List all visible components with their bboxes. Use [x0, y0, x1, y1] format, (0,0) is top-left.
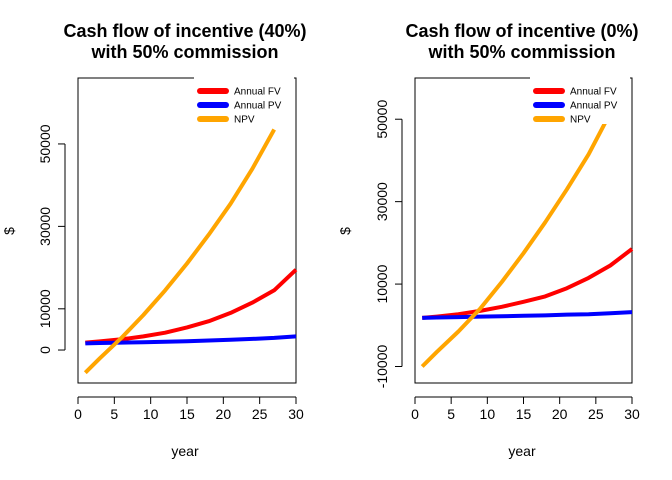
x-tick-label: 20	[552, 406, 568, 422]
x-tick-label: 5	[447, 406, 455, 422]
y-tick-label: 0	[37, 346, 53, 354]
x-tick-label: 5	[110, 406, 118, 422]
x-tick-label: 25	[588, 406, 604, 422]
legend-entry: Annual FV	[234, 87, 281, 98]
x-tick-label: 0	[74, 406, 82, 422]
x-axis-label-right: year	[508, 443, 536, 459]
y-tick-label: 10000	[374, 264, 390, 303]
x-tick-label: 20	[216, 406, 232, 422]
plot-frame-right	[414, 77, 633, 384]
chart-panel-left: Cash flow of incentive (40%) with 50% co…	[1, 21, 307, 459]
y-tick-label: 50000	[37, 124, 53, 163]
series-line-annual-pv	[422, 310, 633, 320]
y-axis-label-left: $	[1, 227, 17, 235]
legend-right: Annual FV Annual PV NPV	[530, 76, 630, 126]
y-tick-label: 30000	[374, 182, 390, 221]
legend-entry: Annual FV	[570, 87, 617, 98]
plot-frame-left	[77, 77, 297, 384]
x-tick-label: 25	[252, 406, 268, 422]
y-tick-label: 10000	[37, 289, 53, 328]
chart-panel-right: Cash flow of incentive (0%) with 50% com…	[337, 21, 639, 459]
legend-entry: NPV	[234, 115, 255, 126]
chart-title-right-line2: with 50% commission	[427, 42, 615, 62]
x-tick-label: 15	[516, 406, 532, 422]
x-tick-label: 10	[143, 406, 159, 422]
legend-entry: Annual PV	[234, 101, 282, 112]
chart-title-left-line2: with 50% commission	[90, 42, 278, 62]
x-tick-label: 30	[624, 406, 640, 422]
x-tick-label: 10	[480, 406, 496, 422]
plot-area-right: 0 5 10 15 20 25 30 -10000 10000 30000 50000 Annual …	[374, 76, 640, 422]
y-axis-label-right: $	[337, 227, 353, 235]
legend-left: Annual FV Annual PV NPV	[194, 76, 294, 126]
y-tick-label: -10000	[374, 345, 390, 389]
x-tick-label: 30	[288, 406, 304, 422]
series-line-npv	[420, 112, 613, 368]
y-tick-label: 50000	[374, 100, 390, 139]
chart-title-right-line1: Cash flow of incentive (0%)	[405, 21, 638, 41]
legend-entry: NPV	[570, 115, 591, 126]
legend-entry: Annual PV	[570, 101, 618, 112]
series-line-npv	[83, 128, 276, 375]
x-tick-label: 15	[179, 406, 195, 422]
x-axis-label-left: year	[171, 443, 199, 459]
x-tick-label: 0	[411, 406, 419, 422]
chart-title-left-line1: Cash flow of incentive (40%)	[63, 21, 306, 41]
series-line-annual-fv	[85, 268, 298, 345]
y-tick-label: 30000	[37, 207, 53, 246]
series-line-annual-fv	[422, 247, 634, 320]
